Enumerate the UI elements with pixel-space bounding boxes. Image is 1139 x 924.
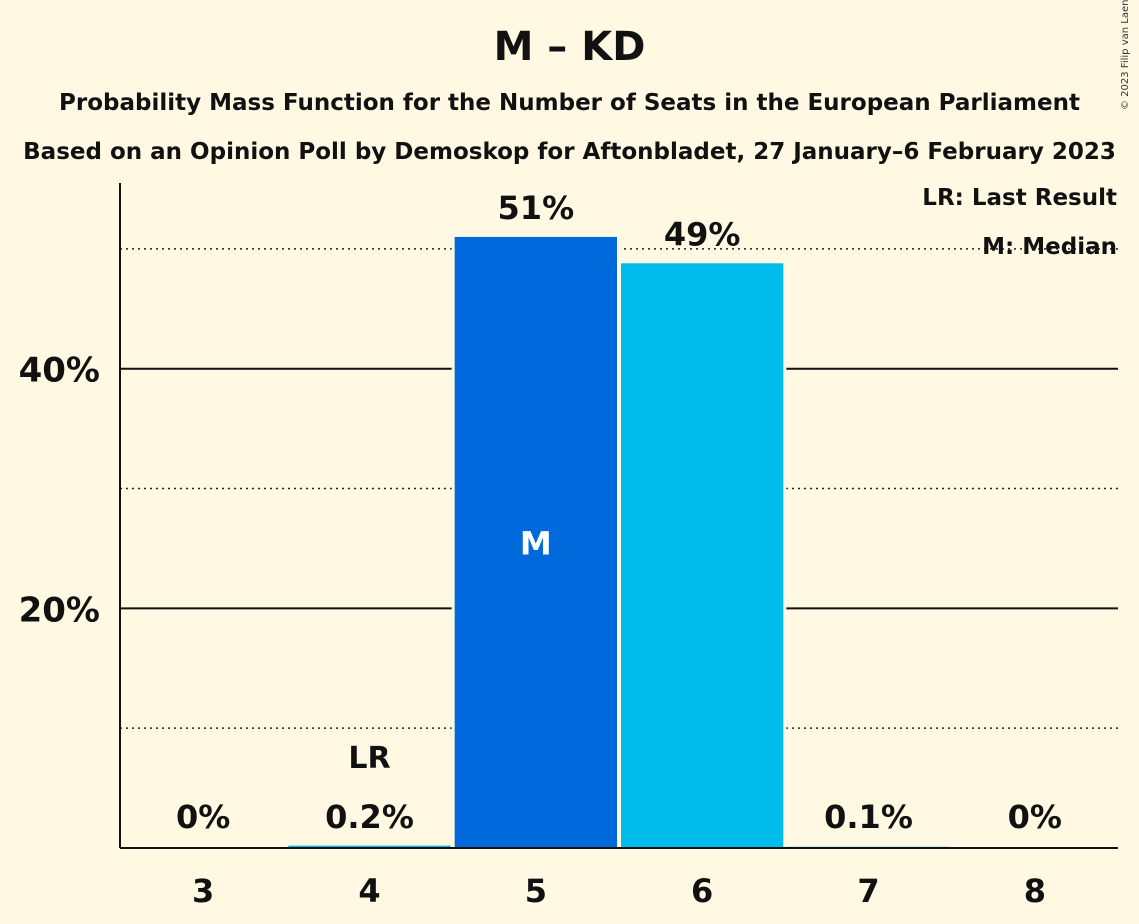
y-tick-label: 20%	[19, 590, 100, 630]
bar	[454, 236, 617, 848]
data-label: 49%	[664, 215, 741, 253]
chart-title: M – KD	[493, 24, 646, 70]
data-label: 0.1%	[824, 798, 913, 836]
bar	[621, 263, 784, 848]
x-tick-label: 5	[525, 872, 547, 910]
last-result-marker: LR	[348, 741, 390, 776]
x-tick-label: 4	[358, 872, 380, 910]
x-tick-label: 3	[192, 872, 214, 910]
data-label: 51%	[498, 189, 575, 227]
median-marker: M	[520, 524, 552, 562]
legend-last-result: LR: Last Result	[922, 185, 1117, 211]
chart-source: Based on an Opinion Poll by Demoskop for…	[23, 139, 1116, 165]
x-tick-label: 8	[1024, 872, 1046, 910]
y-tick-label: 40%	[19, 351, 100, 391]
data-label: 0.2%	[325, 798, 414, 836]
legend-median: M: Median	[982, 234, 1117, 260]
chart-subtitle: Probability Mass Function for the Number…	[59, 90, 1080, 116]
x-tick-label: 7	[857, 872, 879, 910]
bar	[288, 845, 451, 848]
data-label: 0%	[176, 798, 230, 836]
x-tick-label: 6	[691, 872, 713, 910]
bar-halo	[784, 844, 953, 848]
data-label: 0%	[1008, 798, 1062, 836]
